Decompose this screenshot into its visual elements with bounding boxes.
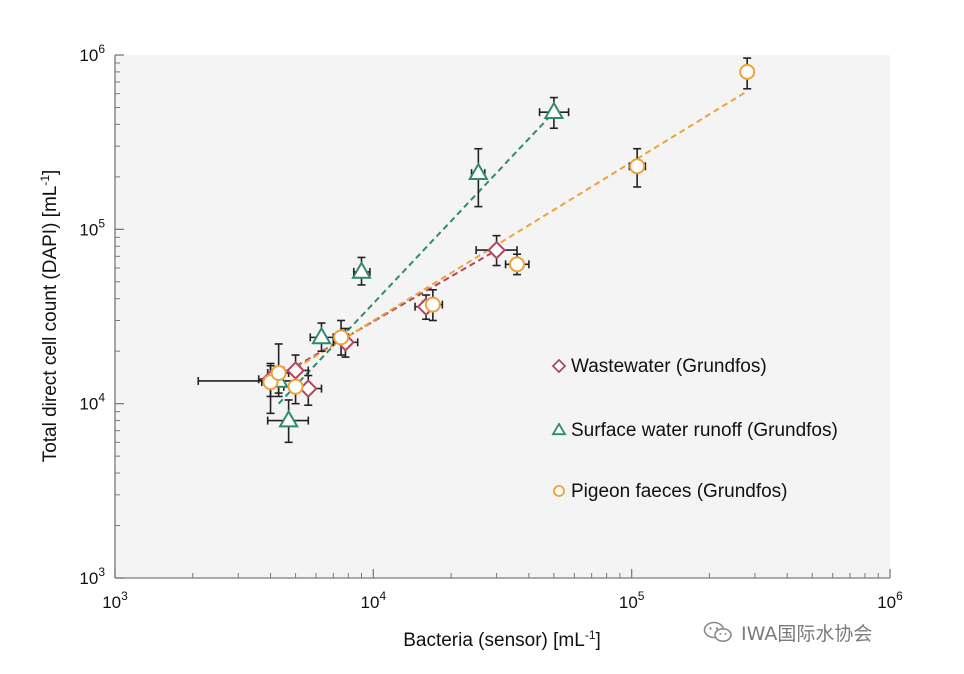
y-tick-label: 105 (79, 216, 105, 239)
trend-line-circle (270, 90, 748, 385)
data-point-diamond (487, 240, 507, 260)
y-tick-label-base: 10 (79, 569, 98, 588)
legend: Wastewater (Grundfos) Surface water runof… (551, 356, 838, 502)
x-tick-label: 105 (619, 589, 645, 612)
data-point-triangle (468, 162, 489, 181)
data-point-circle (424, 296, 441, 313)
x-axis-label-main: Bacteria (sensor) [mL (403, 630, 585, 651)
data-point-circle (333, 329, 350, 346)
x-tick-label: 103 (102, 589, 128, 612)
legend-label: Wastewater (Grundfos) (571, 356, 767, 377)
y-tick-label-exp: 4 (98, 391, 105, 405)
x-axis-label-sup: -1 (585, 628, 596, 642)
watermark-text: IWA国际水协会 (741, 622, 873, 645)
y-axis-label-main: Total direct cell count (DAPI) [mL (40, 186, 61, 463)
y-tick-label-exp: 3 (98, 565, 105, 579)
plot-background (115, 55, 890, 578)
legend-label: Pigeon faeces (Grundfos) (571, 481, 788, 502)
x-axis-label: Bacteria (sensor) [mL-1] (403, 628, 601, 651)
data-point-diamond (286, 361, 305, 380)
y-tick-label-base: 10 (79, 395, 98, 414)
trend-lines (270, 90, 748, 405)
x-tick-label-base: 10 (361, 593, 380, 612)
y-tick-label-exp: 6 (98, 42, 105, 56)
y-tick-label: 103 (79, 565, 105, 588)
y-axis-label: Total direct cell count (DAPI) [mL-1] (38, 170, 61, 463)
x-axis-label-end: ] (596, 630, 601, 651)
x-tick-label: 106 (877, 589, 903, 612)
data-point-triangle (543, 101, 565, 120)
data-point-circle (509, 256, 526, 273)
data-point-triangle (351, 260, 372, 279)
legend-label: Surface water runoff (Grundfos) (571, 420, 838, 441)
y-tick-label-exp: 5 (98, 216, 105, 230)
data-point-triangle (278, 409, 299, 428)
watermark: IWA国际水协会 (703, 617, 872, 647)
data-point-circle (270, 364, 287, 381)
data-point-circle (287, 378, 304, 395)
y-axis-label-sup: -1 (38, 175, 52, 186)
data-point-circle (629, 158, 646, 175)
y-tick-label-base: 10 (79, 220, 98, 239)
x-tick-label-exp: 6 (896, 589, 903, 603)
trend-line-triangle (277, 111, 555, 405)
y-tick-label: 104 (79, 391, 105, 414)
x-tick-label-exp: 4 (379, 589, 386, 603)
y-axis-label-end: ] (40, 170, 61, 175)
x-tick-label-base: 10 (102, 593, 121, 612)
y-tick-label: 106 (79, 42, 105, 65)
x-tick-label-base: 10 (619, 593, 638, 612)
legend-marker-triangle (551, 422, 567, 436)
x-tick-label-base: 10 (877, 593, 896, 612)
x-tick-label: 104 (361, 589, 387, 612)
wechat-icon (703, 621, 732, 642)
data-markers (261, 63, 756, 428)
x-tick-label-exp: 5 (638, 589, 645, 603)
x-tick-label-exp: 3 (121, 589, 128, 603)
legend-marker-diamond (551, 358, 567, 374)
legend-marker-circle (553, 485, 565, 497)
data-point-triangle (311, 326, 332, 345)
data-point-circle (739, 63, 756, 80)
y-tick-label-base: 10 (79, 46, 98, 65)
